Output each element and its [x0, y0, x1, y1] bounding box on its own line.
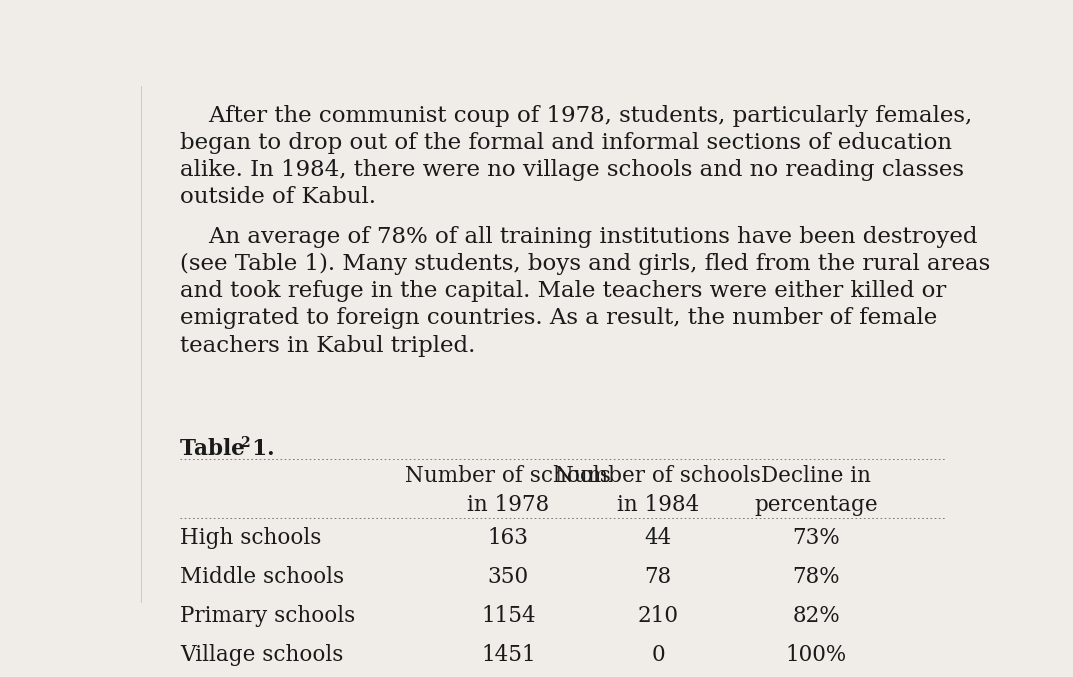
Text: Table 1.: Table 1.	[180, 438, 275, 460]
Text: After the communist coup of 1978, students, particularly females,: After the communist coup of 1978, studen…	[180, 105, 972, 127]
Text: in 1978: in 1978	[467, 494, 549, 516]
Text: 44: 44	[645, 527, 672, 549]
Text: alike. In 1984, there were no village schools and no reading classes: alike. In 1984, there were no village sc…	[180, 159, 964, 181]
Text: (see Table 1). Many students, boys and girls, fled from the rural areas: (see Table 1). Many students, boys and g…	[180, 253, 990, 276]
Text: An average of 78% of all training institutions have been destroyed: An average of 78% of all training instit…	[180, 226, 978, 248]
Text: 1451: 1451	[481, 645, 535, 666]
Text: Village schools: Village schools	[180, 645, 343, 666]
Text: 163: 163	[488, 527, 529, 549]
Text: 1154: 1154	[481, 605, 535, 627]
Text: outside of Kabul.: outside of Kabul.	[180, 186, 376, 208]
Text: began to drop out of the formal and informal sections of education: began to drop out of the formal and info…	[180, 132, 952, 154]
Text: emigrated to foreign countries. As a result, the number of female: emigrated to foreign countries. As a res…	[180, 307, 937, 330]
Text: 210: 210	[637, 605, 678, 627]
Text: in 1984: in 1984	[617, 494, 700, 516]
Text: 78: 78	[645, 566, 672, 588]
Text: Middle schools: Middle schools	[180, 566, 344, 588]
Text: teachers in Kabul tripled.: teachers in Kabul tripled.	[180, 334, 475, 357]
Text: 73%: 73%	[792, 527, 840, 549]
Text: 78%: 78%	[792, 566, 840, 588]
Text: Decline in: Decline in	[761, 465, 871, 487]
Text: Number of schools: Number of schools	[555, 465, 761, 487]
Text: 82%: 82%	[792, 605, 840, 627]
Text: Number of schools: Number of schools	[406, 465, 612, 487]
Text: and took refuge in the capital. Male teachers were either killed or: and took refuge in the capital. Male tea…	[180, 280, 946, 303]
Text: 0: 0	[651, 645, 665, 666]
Text: High schools: High schools	[180, 527, 321, 549]
Text: percentage: percentage	[754, 494, 878, 516]
Text: 2: 2	[240, 436, 250, 450]
Text: 100%: 100%	[785, 645, 847, 666]
Text: Primary schools: Primary schools	[180, 605, 355, 627]
Text: 350: 350	[488, 566, 529, 588]
